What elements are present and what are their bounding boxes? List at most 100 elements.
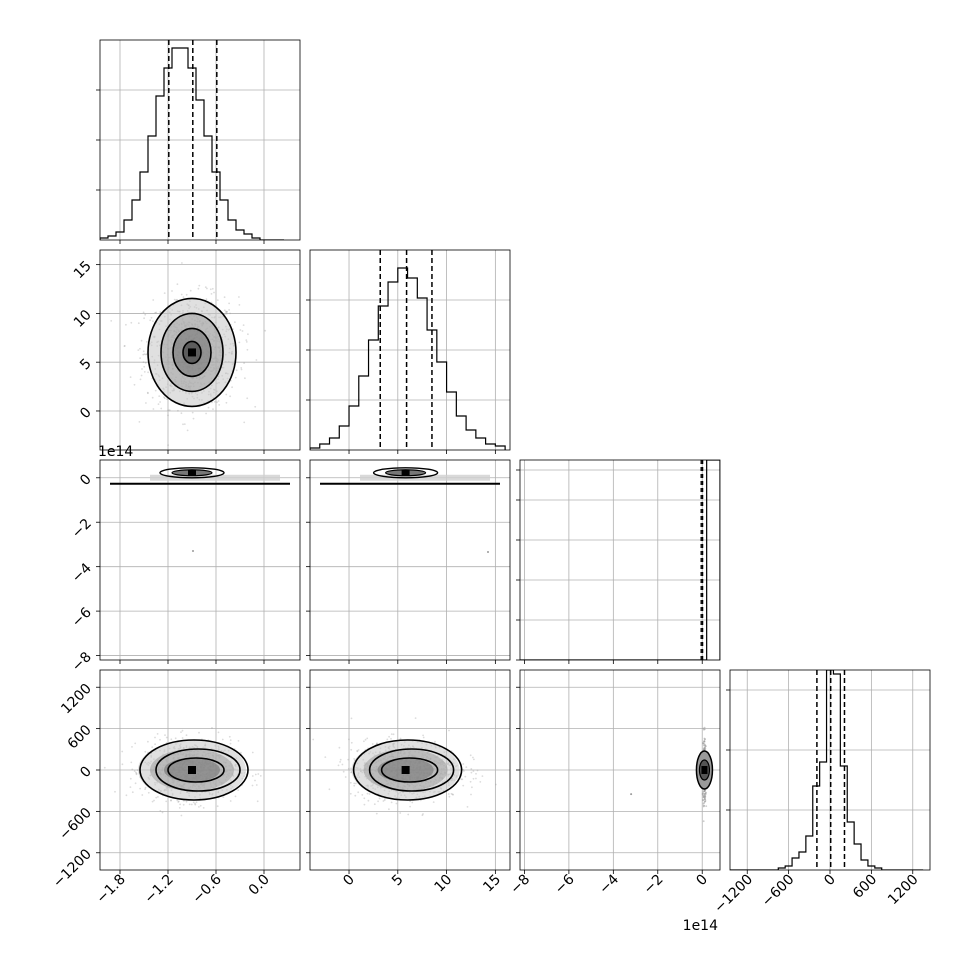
hist-panel-2 [516,459,721,664]
panel-r3-c1-point [338,746,341,749]
panel-r1-c0-point [234,321,236,324]
panel-r3-c1-point [464,775,467,778]
panel-r1-c0-point [225,311,227,314]
panel-r1-c0-point [242,324,245,326]
panel-r3-c0-point [178,807,181,809]
panel-r3-c0-xtick-label: −1.8 [93,872,128,907]
panel-r1-c0-point [186,429,189,432]
panel-r1-c0-point [144,313,147,316]
panel-r3-c2-point [702,802,705,805]
panel-r1-c0-point [147,371,149,374]
panel-r3-c1-point [462,768,464,771]
panel-r1-c0-point [133,383,136,386]
panel-r1-c0-point [191,411,194,414]
panel-r1-c0-point [167,414,169,417]
panel-r1-c0-point [255,359,258,361]
panel-r3-c0-ytick-label: 600 [65,722,95,752]
panel-r3-c1-point [353,758,355,760]
panel-r3-c1-point [373,803,376,806]
panel-r3-c1-point [350,771,352,774]
panel-r2-c0-density-fill [150,474,280,481]
panel-r1-c0-point [243,362,246,364]
panel-r1-c0-point [235,369,238,372]
panel-r3-c0-point [121,750,124,753]
panel-r1-c0-point [246,348,249,351]
panel-r3-c1-point [382,800,385,802]
panel-r3-c0-point [177,801,180,803]
panel-r3-c1-point [371,743,374,745]
panel-r2-c1-frame [309,459,511,661]
panel-r3-c0-point [251,751,254,754]
panel-r3-c0-point [154,736,156,739]
panel-r3-c1-point [337,764,340,767]
panel-r1-c0-point [226,310,228,313]
panel-r1-c0-point [137,322,140,325]
panel-r3-c2-point [704,789,706,792]
panel-r3-c0-point [257,773,260,775]
panel-r3-c0-ytick-label: −600 [56,805,95,844]
hist-panel-3-xtick-label: 600 [850,872,880,902]
panel-r1-c0-point [163,396,165,399]
panel-r2-c0-ytick-label: −6 [69,605,95,631]
panel-r3-c0-point [221,738,224,741]
panel-r3-c2-point [705,791,707,794]
panel-r1-c0-point [180,293,183,296]
panel-r1-c0-point [239,329,242,331]
hist-panel-1 [306,249,511,454]
panel-r3-c1-point [421,814,424,817]
hist-panel-2-grid [520,460,720,661]
panel-r1-c0-point [246,397,249,400]
panel-r3-c1-point [350,767,352,770]
panel-r3-c2-xtick-label: 0 [693,872,711,890]
panel-r3-c0-point [216,805,219,808]
hist-panel-2-frame [519,459,721,661]
panel-r3-c0-point [237,789,240,791]
panel-r3-c0: −1.8 −1.2 −0.6 0.0 1200 600 0 −600−1200 [50,669,301,907]
panel-r3-c1-point [475,777,477,780]
panel-r3-c2-point [703,728,706,731]
panel-r3-c1-point [361,794,364,796]
panel-r3-c1-point [368,793,371,795]
panel-r1-c0-point [254,405,257,408]
panel-r3-c0-point [135,772,138,775]
panel-r3-c0-contour [167,757,225,783]
panel-r1-c0-frame [99,249,301,451]
panel-r3-c1-point [422,813,424,815]
panel-r1-c0-ytick-label: 0 [77,404,95,422]
panel-r3-c1-point [471,786,473,789]
panel-r1-c0-point [205,298,208,301]
panel-r3-c0-point [121,763,124,766]
panel-r3-c0-point [147,740,149,743]
panel-r3-c1-point [390,801,393,804]
panel-r3-c1-point [461,778,464,781]
panel-r1-c0-point [155,311,158,314]
panel-r3-c1-point [450,792,453,795]
panel-r1-c0-point [152,320,154,323]
panel-r3-c1-point [349,792,352,795]
panel-r3-c1-point [462,763,465,765]
panel-r3-c1-contour [368,748,455,792]
panel-r3-c1-point [388,735,390,738]
panel-r3-c1-point [399,812,402,814]
panel-r1-c0-point [145,402,147,404]
panel-r3-c0-point [156,733,159,735]
panel-r1-c0-point [217,400,220,402]
panel-r3-c1-point [448,729,450,732]
hist-panel-3-xtick-label: 0 [821,872,839,890]
panel-r3-c0-point [134,782,137,785]
panel-r1-c0-point [180,412,183,415]
panel-r3-c0-point [133,770,136,772]
panel-r1-c0-ytick-label: 15 [71,258,95,282]
panel-r1-c0-point [167,444,169,446]
hist-panel-3-marks [730,670,924,870]
panel-r1-c0-point [241,330,244,332]
panel-r3-c0-point [155,796,158,799]
panel-r1-c0-point [139,378,142,381]
panel-r3-c2-point [703,740,705,743]
panel-r3-c0-point [195,801,198,804]
panel-r3-c1-point [367,799,370,802]
panel-r3-c1-point [390,737,392,740]
panel-r3-c0-point [229,800,232,802]
panel-r3-c1-xtick-label: 10 [431,872,455,896]
